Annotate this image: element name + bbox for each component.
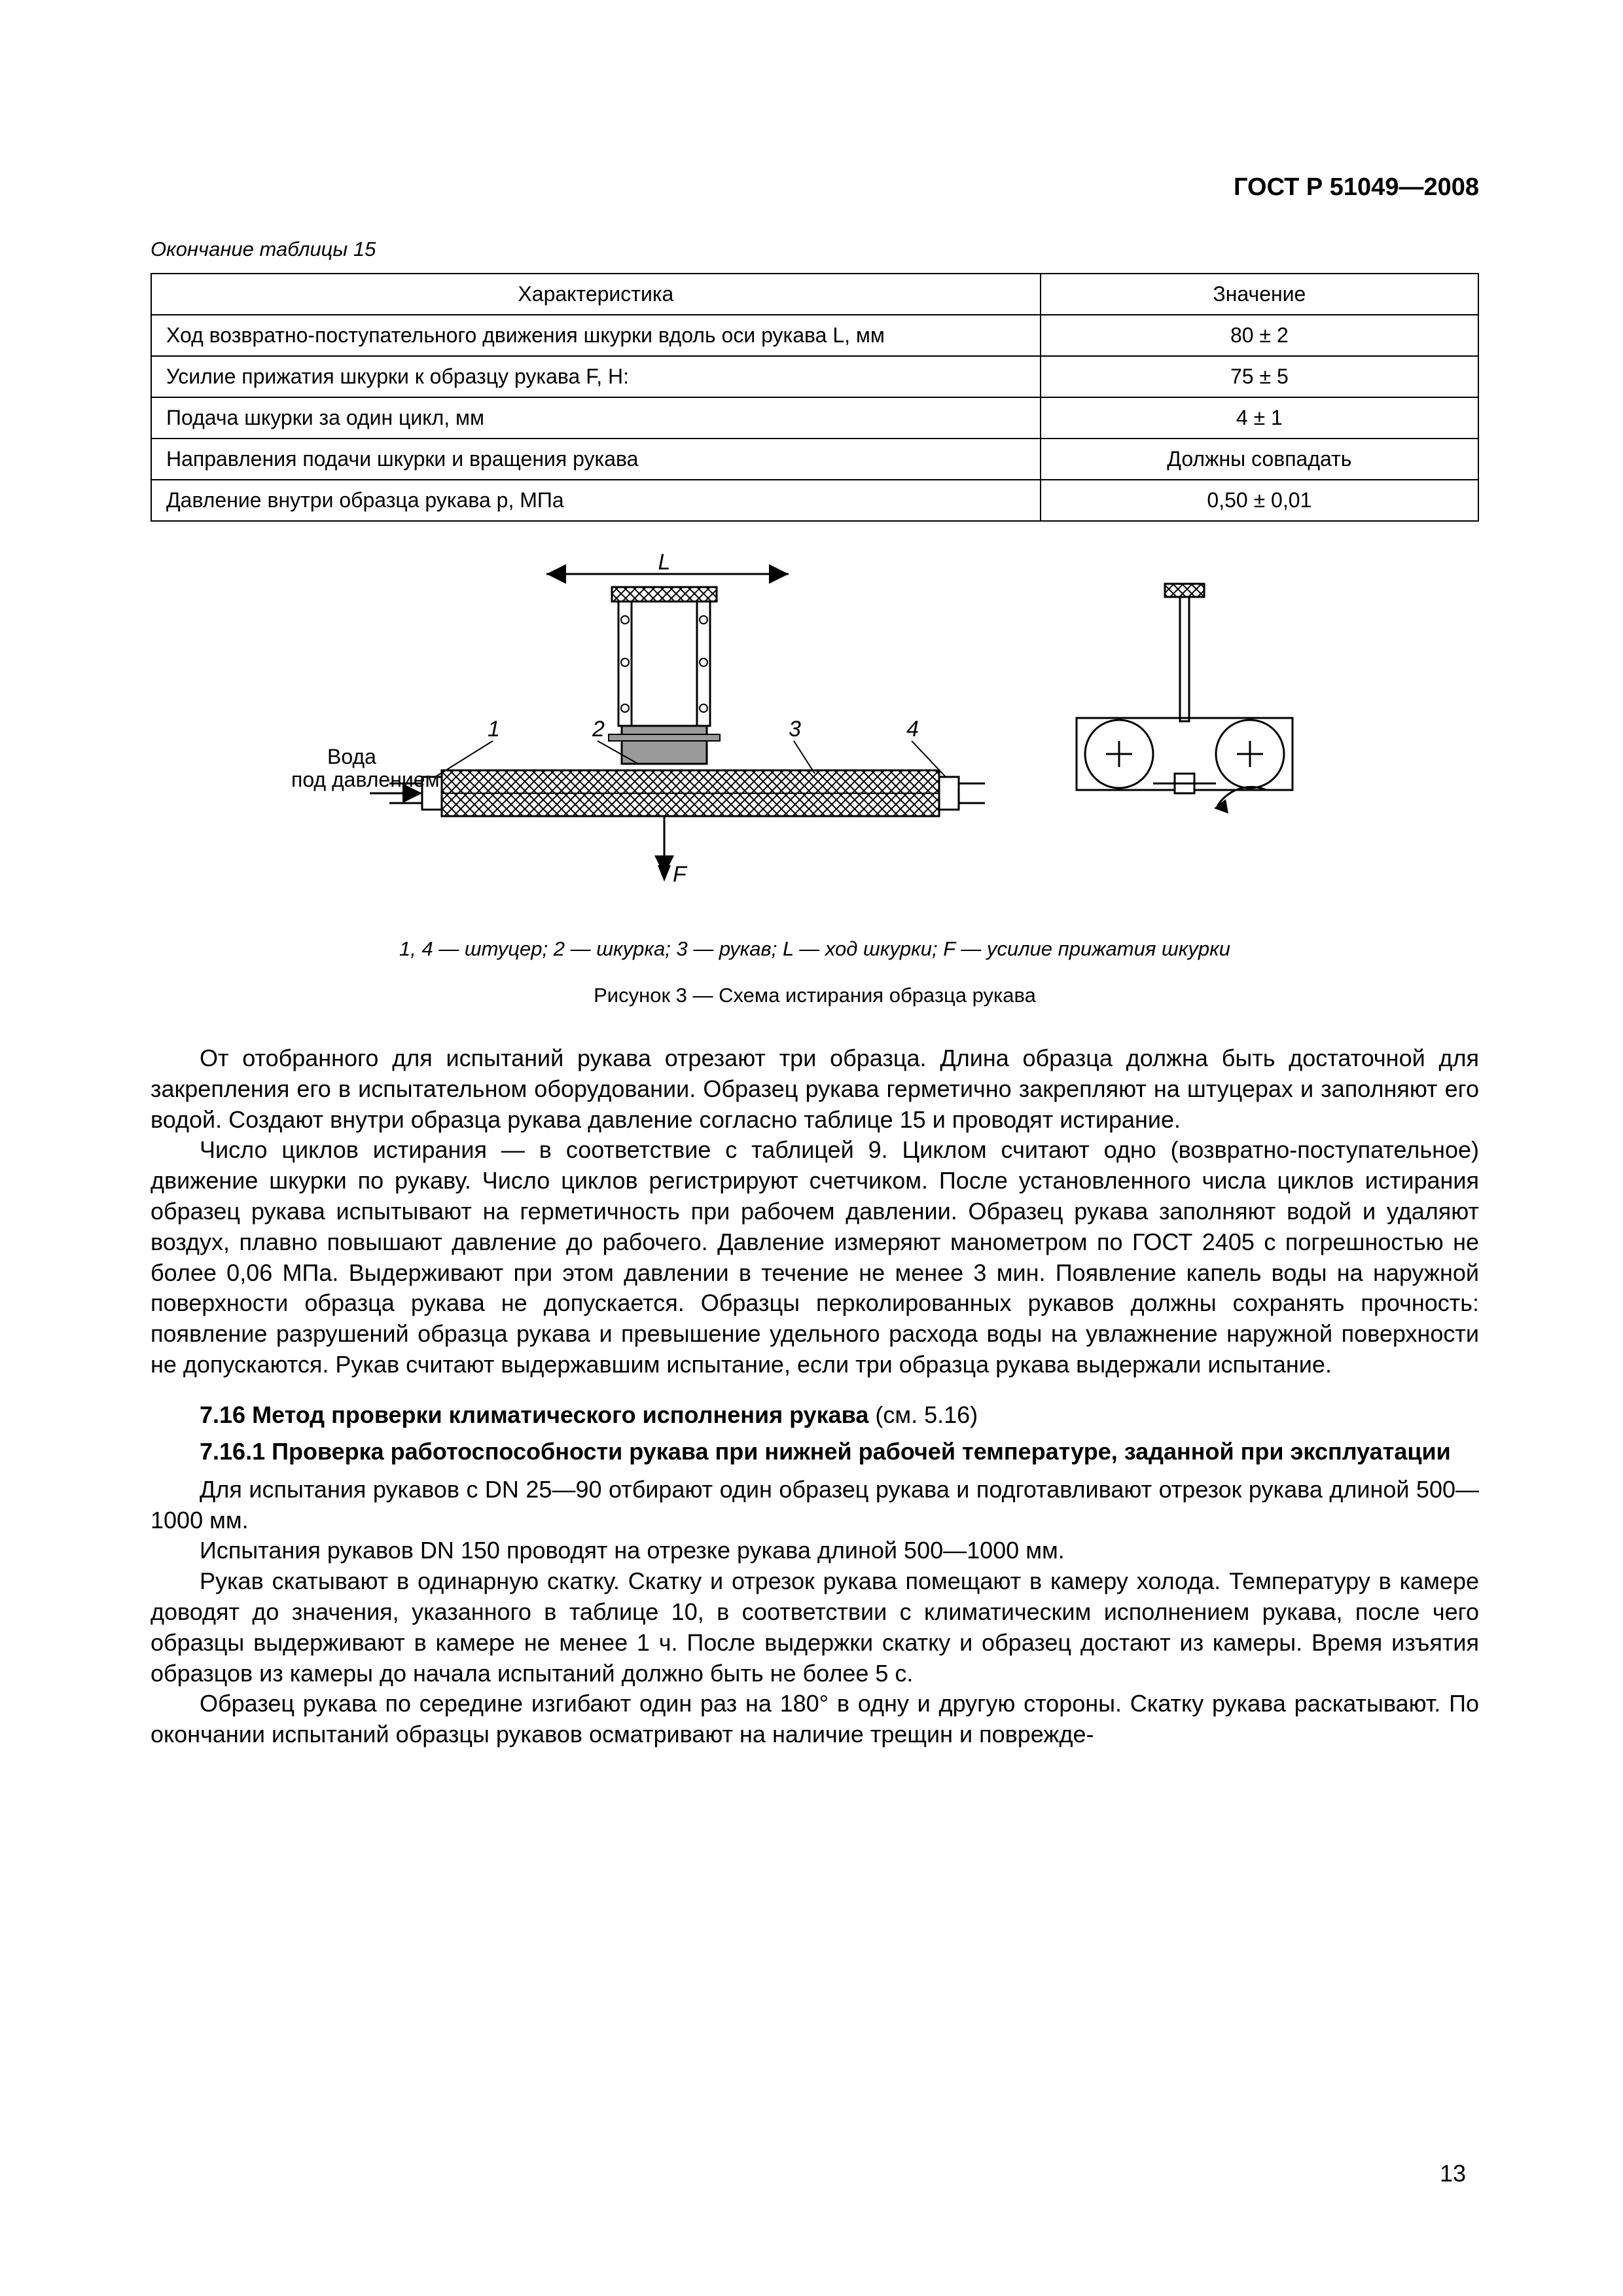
section-7-16-1: 7.16.1 Проверка работоспособности рукава… xyxy=(151,1438,1479,1465)
cell-characteristic: Подача шкурки за один цикл, мм xyxy=(151,397,1041,439)
para-3: Для испытания рукавов с DN 25—90 отбираю… xyxy=(151,1475,1479,1536)
para-2: Число циклов истирания — в соответствие … xyxy=(151,1135,1479,1380)
cell-characteristic: Направления подачи шкурки и вращения рук… xyxy=(151,439,1041,480)
para-5: Рукав скатывают в одинарную скатку. Скат… xyxy=(151,1566,1479,1689)
table-row: Давление внутри образца рукава p, МПа 0,… xyxy=(151,480,1478,521)
table-caption: Окончание таблицы 15 xyxy=(151,238,1479,261)
table-row: Ход возвратно-поступательного движения ш… xyxy=(151,315,1478,356)
para-6: Образец рукава по середине изгибают один… xyxy=(151,1689,1479,1750)
col-header-characteristic: Характеристика xyxy=(151,274,1041,315)
standard-header: ГОСТ Р 51049—2008 xyxy=(151,173,1479,202)
label-water: Вода xyxy=(327,745,376,768)
label-pressure: под давлением xyxy=(291,768,440,791)
cell-value: 4 ± 1 xyxy=(1041,397,1478,439)
label-4: 4 xyxy=(906,717,919,742)
cell-characteristic: Давление внутри образца рукава p, МПа xyxy=(151,480,1041,521)
section-7-16: 7.16 Метод проверки климатического испол… xyxy=(151,1401,1479,1429)
page-number: 13 xyxy=(1440,2160,1466,2187)
label-1: 1 xyxy=(488,717,500,742)
table-row: Усилие прижатия шкурки к образцу рукава … xyxy=(151,356,1478,397)
cell-characteristic: Усилие прижатия шкурки к образцу рукава … xyxy=(151,356,1041,397)
cell-value: 75 ± 5 xyxy=(1041,356,1478,397)
figure-legend: 1, 4 — штуцер; 2 — шкурка; 3 — рукав; L … xyxy=(151,937,1479,961)
label-F: F xyxy=(673,862,688,887)
figure-svg: L xyxy=(291,548,1338,914)
label-3: 3 xyxy=(789,717,801,742)
label-L: L xyxy=(658,550,671,575)
cell-value: 0,50 ± 0,01 xyxy=(1041,480,1478,521)
para-4: Испытания рукавов DN 150 проводят на отр… xyxy=(151,1535,1479,1566)
col-header-value: Значение xyxy=(1041,274,1478,315)
figure-caption: Рисунок 3 — Схема истирания образца рука… xyxy=(151,984,1479,1007)
table-15: Характеристика Значение Ход возвратно-по… xyxy=(151,273,1479,522)
para-1: От отобранного для испытаний рукава отре… xyxy=(151,1043,1479,1135)
cell-value: 80 ± 2 xyxy=(1041,315,1478,356)
cell-characteristic: Ход возвратно-поступательного движения ш… xyxy=(151,315,1041,356)
table-header-row: Характеристика Значение xyxy=(151,274,1478,315)
cell-value: Должны совпадать xyxy=(1041,439,1478,480)
table-row: Направления подачи шкурки и вращения рук… xyxy=(151,439,1478,480)
label-2: 2 xyxy=(592,717,605,742)
table-row: Подача шкурки за один цикл, мм 4 ± 1 xyxy=(151,397,1478,439)
figure-3: L xyxy=(151,548,1479,1007)
